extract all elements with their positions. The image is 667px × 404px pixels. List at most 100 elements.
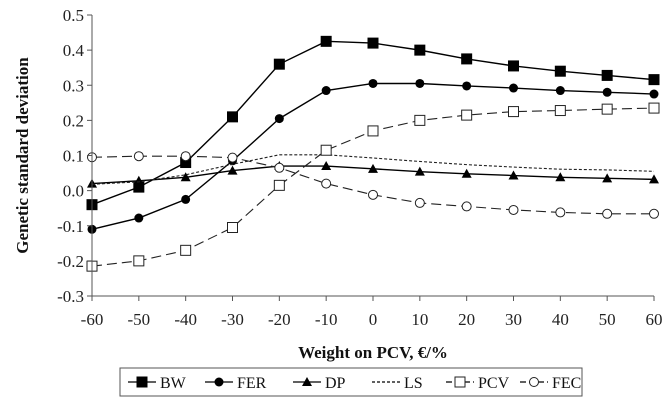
legend-item-fec: FEC bbox=[520, 375, 581, 392]
y-axis-title: Genetic standard deviation bbox=[13, 57, 32, 254]
legend-label-bw: BW bbox=[160, 375, 187, 392]
data-point-dp bbox=[555, 172, 566, 182]
y-tick-label: -0.3 bbox=[57, 287, 84, 306]
legend-marker-pcv bbox=[454, 376, 466, 388]
data-point-fer bbox=[415, 78, 425, 88]
legend-item-dp: DP bbox=[293, 375, 346, 392]
data-point-fec bbox=[508, 204, 519, 215]
legend-box bbox=[119, 367, 583, 397]
x-tick-label: -60 bbox=[81, 310, 104, 329]
legend-item-bw: BW bbox=[128, 375, 187, 392]
data-point-pcv bbox=[133, 255, 145, 267]
data-point-pcv bbox=[180, 244, 192, 256]
data-point-dp bbox=[461, 168, 472, 178]
data-point-dp bbox=[414, 166, 425, 176]
data-point-fec bbox=[602, 208, 613, 219]
y-tick-label: 0.1 bbox=[63, 147, 84, 166]
data-point-fer bbox=[321, 86, 331, 96]
x-tick-label: 50 bbox=[599, 310, 616, 329]
data-point-pcv bbox=[320, 144, 332, 156]
data-point-fec bbox=[414, 197, 425, 208]
series-ls bbox=[91, 154, 655, 185]
data-point-pcv bbox=[508, 106, 519, 118]
legend-item-ls: LS bbox=[372, 375, 423, 392]
data-point-dp bbox=[133, 175, 144, 185]
data-point-bw bbox=[508, 60, 519, 72]
x-tick-label: -20 bbox=[268, 310, 291, 329]
data-point-fec bbox=[180, 151, 191, 162]
axes bbox=[87, 14, 655, 301]
data-point-fec bbox=[649, 208, 659, 219]
data-point-bw bbox=[227, 111, 238, 123]
x-tick-label: 30 bbox=[505, 310, 522, 329]
data-point-fec bbox=[133, 151, 144, 162]
data-point-dp bbox=[368, 163, 378, 173]
legend-label-fec: FEC bbox=[552, 375, 581, 392]
y-tick-label: -0.2 bbox=[57, 252, 84, 271]
y-tick-label: -0.1 bbox=[57, 217, 84, 236]
data-point-dp bbox=[508, 170, 519, 180]
x-tick-label: -30 bbox=[221, 310, 244, 329]
legend-marker-fec bbox=[529, 377, 539, 387]
data-point-bw bbox=[273, 58, 285, 70]
data-point-fec bbox=[555, 207, 566, 218]
series-line-ls bbox=[91, 154, 655, 185]
x-tick-label: 20 bbox=[458, 310, 475, 329]
y-tick-label: 0.4 bbox=[63, 41, 85, 60]
series-line-bw bbox=[91, 40, 655, 206]
data-point-fer bbox=[274, 114, 284, 124]
x-tick-label: -50 bbox=[127, 310, 150, 329]
data-point-dp bbox=[321, 161, 332, 171]
series-pcv bbox=[86, 102, 660, 272]
data-point-pcv bbox=[601, 103, 613, 115]
y-tick-label: 0.3 bbox=[63, 76, 84, 95]
plot-area bbox=[86, 35, 660, 272]
data-point-bw bbox=[554, 65, 566, 77]
data-point-pcv bbox=[273, 179, 285, 191]
data-point-bw bbox=[601, 69, 613, 81]
legend-marker-fer bbox=[214, 377, 224, 387]
x-tick-label: 40 bbox=[552, 310, 569, 329]
data-point-fec bbox=[274, 162, 285, 173]
data-point-fer bbox=[462, 81, 472, 91]
data-point-bw bbox=[414, 44, 426, 56]
data-point-dp bbox=[227, 165, 238, 175]
data-point-pcv bbox=[367, 125, 379, 137]
legend-marker-bw bbox=[136, 376, 148, 388]
x-tick-label: 60 bbox=[646, 310, 663, 329]
legend-label-pcv: PCV bbox=[478, 375, 510, 392]
y-tick-label: 0.0 bbox=[63, 182, 84, 201]
x-tick-label: 10 bbox=[411, 310, 428, 329]
data-point-fer bbox=[602, 87, 612, 97]
data-point-fer bbox=[555, 86, 565, 96]
data-point-fer bbox=[181, 194, 191, 204]
x-tick-label: 0 bbox=[369, 310, 378, 329]
legend-label-dp: DP bbox=[325, 375, 346, 392]
x-axis-title: Weight on PCV, €/% bbox=[298, 343, 448, 362]
data-point-fer bbox=[509, 83, 518, 93]
tick-labels: 0.5 0.4 0.3 0.2 0.1 0.0 -0.1 -0.2 -0.3 -60 -50 -40 -… bbox=[57, 6, 662, 329]
legend-label-ls: LS bbox=[404, 375, 423, 392]
data-point-dp bbox=[180, 172, 191, 182]
data-point-dp bbox=[602, 173, 613, 183]
data-point-fec bbox=[461, 201, 472, 212]
y-tick-label: 0.2 bbox=[63, 111, 84, 130]
data-point-bw bbox=[648, 74, 660, 86]
data-point-pcv bbox=[227, 222, 238, 234]
series-fec bbox=[87, 151, 659, 219]
legend: BW FER DP LS PCV FEC bbox=[119, 367, 583, 397]
x-tick-label: -40 bbox=[174, 310, 197, 329]
y-tick-label: 0.5 bbox=[63, 6, 84, 25]
data-point-fec bbox=[227, 152, 238, 163]
series-dp bbox=[87, 161, 659, 188]
data-point-fec bbox=[321, 178, 332, 189]
x-tick-label: -10 bbox=[315, 310, 338, 329]
legend-item-pcv: PCV bbox=[446, 375, 510, 392]
data-point-pcv bbox=[554, 105, 566, 117]
data-point-bw bbox=[367, 37, 379, 49]
legend-marker-dp bbox=[302, 377, 312, 386]
data-point-pcv bbox=[648, 102, 660, 114]
data-point-dp bbox=[649, 174, 659, 184]
data-point-bw bbox=[320, 35, 332, 47]
